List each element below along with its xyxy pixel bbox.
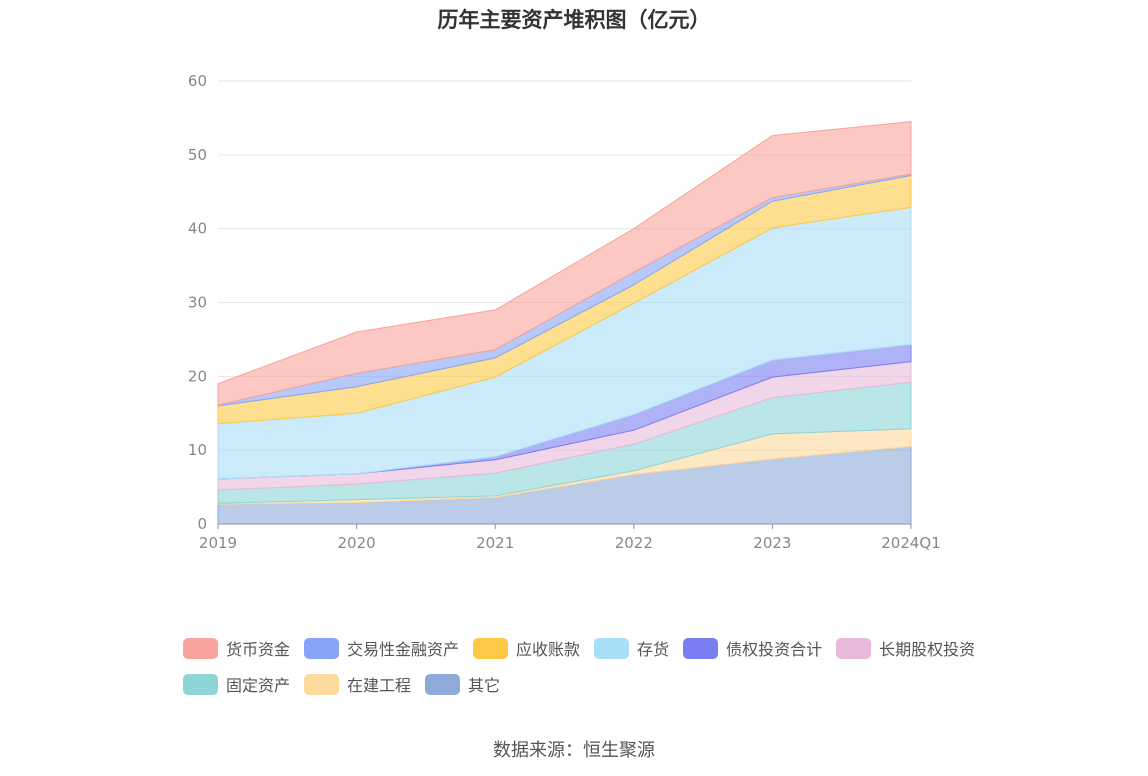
y-tick-label: 20 [188,367,207,385]
legend-label-construction-in-progress: 在建工程 [347,676,412,695]
x-tick-label: 2023 [753,534,791,552]
y-tick-label: 30 [188,294,207,312]
legend-label-fixed-assets: 固定资产 [226,676,291,695]
y-tick-label: 10 [188,441,207,459]
legend-label-cash: 货币资金 [226,640,291,659]
data-source: 数据来源：恒生聚源 [493,740,655,761]
area-series-8 [217,121,912,406]
legend-swatch-trading-financial-assets [304,637,340,659]
legend-label-long-term-equity: 长期股权投资 [879,640,976,659]
legend-item-fixed-assets[interactable]: 固定资产 [183,672,290,696]
x-tick-label: 2021 [476,534,514,552]
x-tick-label: 2022 [615,534,653,552]
legend-label-debt-investment: 债权投资合计 [726,640,823,659]
legend-swatch-debt-investment [683,637,719,659]
y-tick-label: 50 [188,146,207,164]
x-tick-label: 2024Q1 [881,534,941,552]
legend-row-2: 固定资产 在建工程 其它 [183,672,1003,696]
legend-swatch-long-term-equity [836,637,872,659]
legend-item-inventory[interactable]: 存货 [594,636,669,660]
y-tick-label: 60 [188,72,207,90]
x-tick-label: 2020 [338,534,376,552]
legend-item-construction-in-progress[interactable]: 在建工程 [304,672,411,696]
legend-item-trading-financial-assets[interactable]: 交易性金融资产 [304,636,459,660]
legend-label-accounts-receivable: 应收账款 [516,640,581,659]
stacked-area-chart: 0 10 20 30 40 50 60 2019 2020 2021 2022 2023 2024Q1 [188,72,941,552]
legend-swatch-cash [183,637,218,659]
legend-swatch-accounts-receivable [473,637,509,659]
legend-label-other: 其它 [468,676,501,695]
legend-item-long-term-equity[interactable]: 长期股权投资 [836,636,975,660]
legend-swatch-inventory [594,637,630,659]
chart-legend: 货币资金 交易性金融资产 应收账款 存货 债权投资合计 长期股权投资 固定资产 [183,636,1003,708]
y-tick-label: 0 [197,515,207,533]
x-tick-label: 2019 [199,534,237,552]
chart-title: 历年主要资产堆积图（亿元） [437,8,711,32]
legend-row-1: 货币资金 交易性金融资产 应收账款 存货 债权投资合计 长期股权投资 [183,636,1003,660]
legend-item-accounts-receivable[interactable]: 应收账款 [473,636,580,660]
legend-item-cash[interactable]: 货币资金 [183,636,290,660]
legend-swatch-other [425,673,461,695]
legend-label-inventory: 存货 [637,640,670,659]
legend-label-trading-financial-assets: 交易性金融资产 [347,640,460,659]
legend-swatch-construction-in-progress [304,673,340,695]
legend-item-debt-investment[interactable]: 债权投资合计 [683,636,822,660]
y-tick-label: 40 [188,220,207,238]
legend-swatch-fixed-assets [183,673,218,695]
legend-item-other[interactable]: 其它 [425,672,500,696]
